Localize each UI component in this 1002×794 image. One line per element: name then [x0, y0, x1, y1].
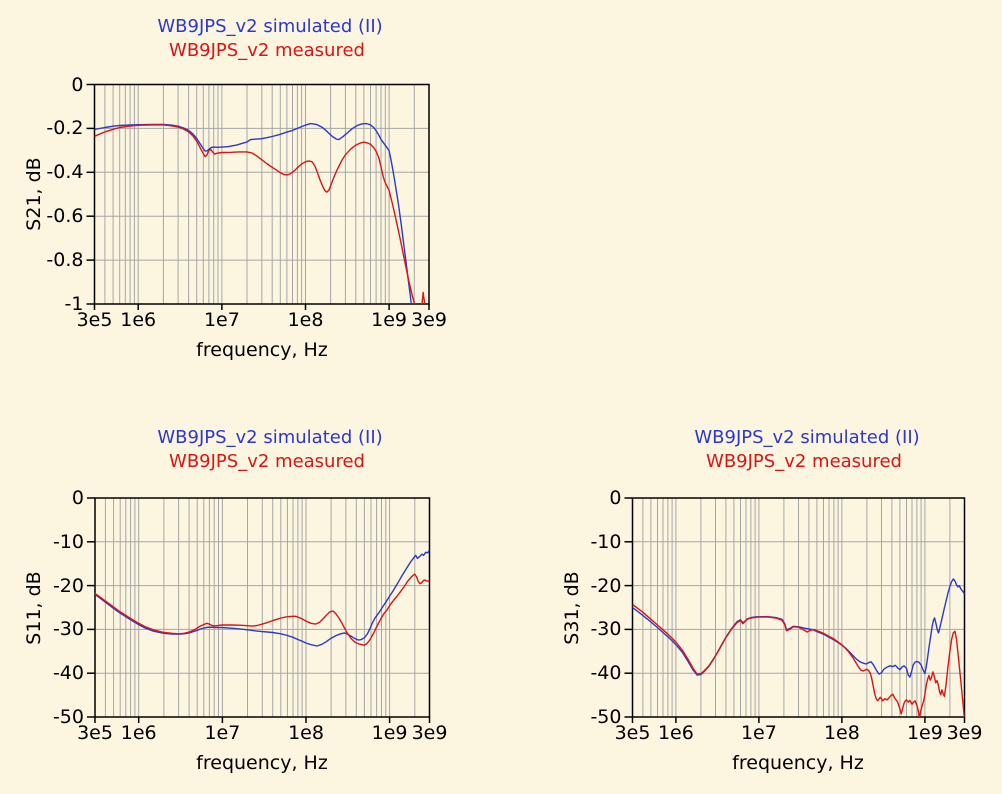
s31-x-tick-1e6: 1e6	[657, 722, 694, 744]
s31-title-simulated: WB9JPS_v2 simulated (II)	[694, 427, 920, 448]
s31-plot	[624, 497, 966, 723]
s31-x-tick-1e9: 1e9	[906, 722, 943, 744]
s11-plot	[87, 497, 431, 723]
s21-y-axis-label: S21, dB	[23, 157, 45, 231]
s31-title-measured: WB9JPS_v2 measured	[706, 451, 902, 472]
s31-x-axis-label: frequency, Hz	[732, 752, 864, 774]
s11-simulated-curve	[95, 549, 430, 647]
s11-x-axis-label: frequency, Hz	[196, 752, 328, 774]
s21-x-tick-1e9: 1e9	[371, 309, 408, 331]
s21-x-axis-label: frequency, Hz	[196, 339, 328, 361]
s21-x-tick-3e5: 3e5	[76, 309, 113, 331]
s31-y-tick--40: -40	[590, 662, 622, 685]
s11-x-tick-3e5: 3e5	[77, 722, 113, 744]
s11-x-tick-1e9: 1e9	[371, 722, 408, 744]
s21-x-tick-1e7: 1e7	[203, 309, 240, 331]
s31-y-tick--10: -10	[590, 530, 622, 553]
s31-x-tick-3e5: 3e5	[614, 722, 651, 744]
s11-y-tick--50: -50	[52, 706, 84, 728]
s11-y-tick-0: 0	[71, 487, 84, 509]
s21-title-simulated: WB9JPS_v2 simulated (II)	[157, 16, 383, 37]
s21-measured-curve	[94, 124, 426, 304]
s21-title-measured: WB9JPS_v2 measured	[169, 40, 365, 61]
s21-x-tick-1e6: 1e6	[120, 309, 157, 331]
s31-x-tick-3e9: 3e9	[946, 722, 983, 744]
s11-x-tick-1e6: 1e6	[120, 722, 157, 744]
s21-y-tick--1: -1	[64, 293, 84, 315]
s31-measured-curve	[632, 603, 965, 717]
s11-title-measured: WB9JPS_v2 measured	[169, 451, 365, 472]
s11-y-tick--30: -30	[52, 618, 84, 641]
s21-y-tick--0.8: -0.8	[46, 249, 84, 272]
s31-y-axis-label: S31, dB	[561, 571, 583, 645]
s31-x-tick-1e8: 1e8	[823, 722, 860, 744]
s21-x-tick-1e8: 1e8	[287, 309, 324, 331]
s11-y-tick--20: -20	[52, 574, 84, 597]
s21-plot	[86, 83, 430, 310]
s11-x-tick-1e8: 1e8	[288, 722, 324, 744]
s21-y-tick--0.4: -0.4	[46, 161, 84, 184]
s21-y-tick-0: 0	[71, 73, 84, 96]
s31-y-tick--20: -20	[590, 574, 622, 597]
s11-y-axis-label: S11, dB	[23, 571, 45, 645]
s11-x-tick-1e7: 1e7	[204, 722, 241, 744]
s21-y-tick--0.6: -0.6	[46, 205, 84, 228]
s11-title-simulated: WB9JPS_v2 simulated (II)	[157, 427, 383, 448]
s21-simulated-curve	[94, 122, 412, 304]
s11-x-tick-3e9: 3e9	[411, 722, 448, 744]
s11-measured-curve	[95, 573, 430, 646]
s21-x-tick-3e9: 3e9	[411, 309, 447, 331]
s11-y-tick--40: -40	[52, 662, 84, 685]
s31-y-tick--50: -50	[590, 706, 622, 728]
s31-y-tick--30: -30	[590, 618, 622, 641]
s31-x-tick-1e7: 1e7	[740, 722, 777, 744]
s21-y-tick--0.2: -0.2	[46, 117, 84, 140]
s11-y-tick--10: -10	[52, 530, 84, 553]
s31-y-tick-0: 0	[609, 487, 622, 509]
